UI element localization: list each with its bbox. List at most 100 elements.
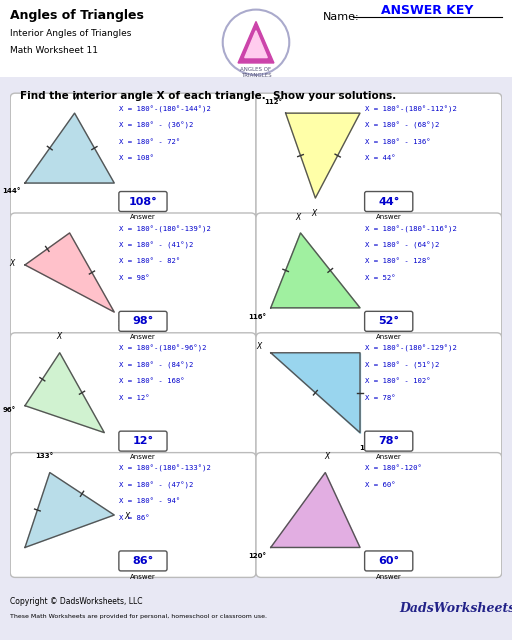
Polygon shape [271, 233, 360, 308]
FancyBboxPatch shape [10, 93, 256, 218]
Text: Answer: Answer [130, 334, 156, 340]
Text: 44°: 44° [378, 196, 399, 207]
Text: X = 52°: X = 52° [365, 275, 395, 281]
Text: X: X [10, 259, 15, 268]
FancyBboxPatch shape [119, 431, 167, 451]
Polygon shape [286, 113, 360, 198]
Text: X = 180°-(180°-116°)2: X = 180°-(180°-116°)2 [365, 225, 457, 233]
Text: ANGLES OF
TRIANGLES: ANGLES OF TRIANGLES [241, 67, 271, 77]
FancyBboxPatch shape [10, 213, 256, 338]
Text: 116°: 116° [248, 314, 266, 320]
Text: X = 180° - 168°: X = 180° - 168° [119, 378, 185, 384]
Text: X = 180° - (84°)2: X = 180° - (84°)2 [119, 362, 194, 369]
Text: X = 180° - 128°: X = 180° - 128° [365, 259, 431, 264]
Text: X = 180° - (64°)2: X = 180° - (64°)2 [365, 242, 439, 249]
Text: Interior Angles of Triangles: Interior Angles of Triangles [10, 29, 132, 38]
Text: Answer: Answer [376, 574, 401, 580]
FancyBboxPatch shape [10, 452, 256, 577]
Text: Angles of Triangles: Angles of Triangles [10, 9, 144, 22]
Text: 129°: 129° [359, 445, 377, 451]
Text: X = 12°: X = 12° [119, 395, 150, 401]
Text: X = 180° - 72°: X = 180° - 72° [119, 139, 180, 145]
Text: X = 108°: X = 108° [119, 155, 154, 161]
Text: X = 180° - 94°: X = 180° - 94° [119, 498, 180, 504]
Polygon shape [25, 353, 104, 433]
Text: 98°: 98° [132, 316, 154, 326]
Text: X = 98°: X = 98° [119, 275, 150, 281]
FancyBboxPatch shape [119, 311, 167, 332]
Polygon shape [245, 31, 267, 58]
Text: X = 180°-(180°-133°)2: X = 180°-(180°-133°)2 [119, 465, 211, 472]
FancyBboxPatch shape [10, 333, 256, 458]
Text: X: X [73, 93, 78, 102]
Ellipse shape [223, 10, 289, 75]
Text: X = 86°: X = 86° [119, 515, 150, 520]
Text: X = 180° - (36°)2: X = 180° - (36°)2 [119, 122, 194, 129]
Text: X = 180° - 102°: X = 180° - 102° [365, 378, 431, 384]
Text: X: X [295, 213, 301, 222]
Text: X = 180° - 82°: X = 180° - 82° [119, 259, 180, 264]
Polygon shape [271, 353, 360, 433]
Text: 139°: 139° [117, 321, 135, 327]
Text: Find the interior angle X of each triangle.  Show your solutions.: Find the interior angle X of each triang… [20, 91, 396, 100]
Polygon shape [271, 472, 360, 547]
Text: 133°: 133° [36, 452, 54, 459]
FancyBboxPatch shape [365, 431, 413, 451]
Polygon shape [238, 22, 274, 63]
Text: X = 180°-(180°-144°)2: X = 180°-(180°-144°)2 [119, 106, 211, 113]
Text: These Math Worksheets are provided for personal, homeschool or classroom use.: These Math Worksheets are provided for p… [10, 614, 267, 619]
Text: X = 180° - 136°: X = 180° - 136° [365, 139, 431, 145]
Text: X: X [124, 511, 130, 520]
Text: X = 44°: X = 44° [365, 155, 395, 161]
Polygon shape [25, 113, 114, 183]
Text: X: X [312, 209, 317, 218]
Polygon shape [25, 472, 114, 547]
FancyBboxPatch shape [365, 311, 413, 332]
Text: 86°: 86° [132, 556, 154, 566]
FancyBboxPatch shape [256, 213, 502, 338]
Polygon shape [25, 233, 114, 312]
Text: X = 180° - (47°)2: X = 180° - (47°)2 [119, 481, 194, 489]
Text: X = 180°-(180°-129°)2: X = 180°-(180°-129°)2 [365, 346, 457, 353]
Text: ANSWER KEY: ANSWER KEY [381, 4, 474, 17]
Text: X: X [257, 342, 262, 351]
FancyBboxPatch shape [0, 0, 512, 77]
Text: Math Worksheet 11: Math Worksheet 11 [10, 46, 98, 55]
FancyBboxPatch shape [256, 93, 502, 218]
Text: 96°: 96° [3, 406, 16, 413]
Text: X = 180° - (51°)2: X = 180° - (51°)2 [365, 362, 439, 369]
Text: Copyright © DadsWorksheets, LLC: Copyright © DadsWorksheets, LLC [10, 596, 143, 606]
Text: 120°: 120° [248, 553, 266, 559]
Text: 60°: 60° [378, 556, 399, 566]
Text: X = 180°-(180°-112°)2: X = 180°-(180°-112°)2 [365, 106, 457, 113]
Text: X = 180°-(180°-96°)2: X = 180°-(180°-96°)2 [119, 346, 206, 353]
Text: Answer: Answer [376, 454, 401, 460]
Text: Name:: Name: [323, 12, 359, 22]
Text: 78°: 78° [378, 436, 399, 446]
FancyBboxPatch shape [119, 551, 167, 571]
Text: X = 180° - (68°)2: X = 180° - (68°)2 [365, 122, 439, 129]
Text: 108°: 108° [129, 196, 157, 207]
Text: X = 60°: X = 60° [365, 481, 395, 488]
FancyBboxPatch shape [256, 333, 502, 458]
Text: X = 180°-(180°-139°)2: X = 180°-(180°-139°)2 [119, 225, 211, 233]
Text: Answer: Answer [130, 454, 156, 460]
Text: X = 180°-120°: X = 180°-120° [365, 465, 421, 471]
Text: 144°: 144° [2, 188, 20, 194]
FancyBboxPatch shape [256, 452, 502, 577]
Text: Answer: Answer [376, 334, 401, 340]
Text: 12°: 12° [133, 436, 154, 446]
Text: 112°: 112° [264, 99, 283, 105]
Text: Answer: Answer [130, 574, 156, 580]
Text: X = 78°: X = 78° [365, 395, 395, 401]
Text: X: X [56, 332, 61, 341]
Text: Answer: Answer [376, 214, 401, 221]
Text: DadsWorksheets.com: DadsWorksheets.com [399, 602, 512, 615]
Text: Answer: Answer [130, 214, 156, 221]
Text: X = 180° - (41°)2: X = 180° - (41°)2 [119, 242, 194, 249]
FancyBboxPatch shape [119, 191, 167, 211]
Text: 52°: 52° [378, 316, 399, 326]
FancyBboxPatch shape [365, 551, 413, 571]
Text: X: X [325, 452, 330, 461]
FancyBboxPatch shape [365, 191, 413, 211]
